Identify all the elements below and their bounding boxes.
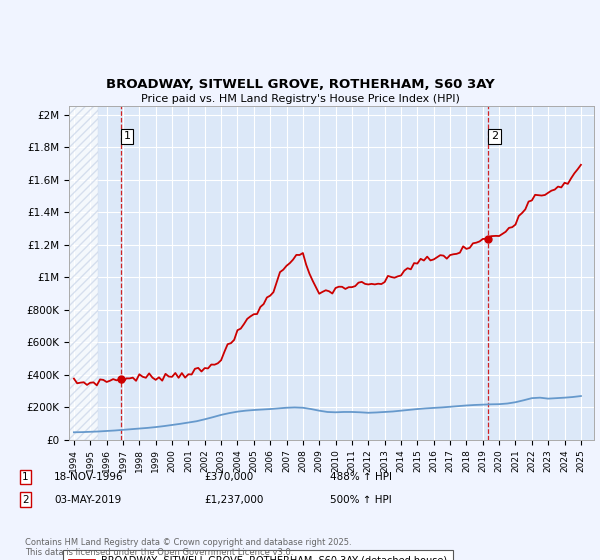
Text: 2: 2 bbox=[491, 132, 498, 141]
Text: 1: 1 bbox=[22, 472, 29, 482]
Text: 2: 2 bbox=[22, 494, 29, 505]
Text: BROADWAY, SITWELL GROVE, ROTHERHAM, S60 3AY: BROADWAY, SITWELL GROVE, ROTHERHAM, S60 … bbox=[106, 78, 494, 91]
Text: Contains HM Land Registry data © Crown copyright and database right 2025.
This d: Contains HM Land Registry data © Crown c… bbox=[25, 538, 352, 557]
Text: £1,237,000: £1,237,000 bbox=[204, 494, 263, 505]
Text: 1: 1 bbox=[124, 132, 130, 141]
Text: 03-MAY-2019: 03-MAY-2019 bbox=[54, 494, 121, 505]
Text: 488% ↑ HPI: 488% ↑ HPI bbox=[330, 472, 392, 482]
Text: Price paid vs. HM Land Registry's House Price Index (HPI): Price paid vs. HM Land Registry's House … bbox=[140, 94, 460, 104]
Legend: BROADWAY, SITWELL GROVE, ROTHERHAM, S60 3AY (detached house), HPI: Average price: BROADWAY, SITWELL GROVE, ROTHERHAM, S60 … bbox=[64, 550, 453, 560]
Text: 500% ↑ HPI: 500% ↑ HPI bbox=[330, 494, 392, 505]
Text: 18-NOV-1996: 18-NOV-1996 bbox=[54, 472, 124, 482]
Text: £370,000: £370,000 bbox=[204, 472, 253, 482]
